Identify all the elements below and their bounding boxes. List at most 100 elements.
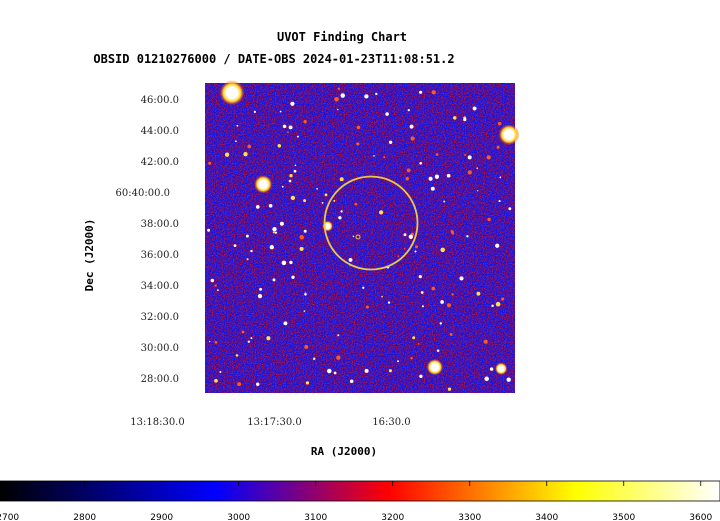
faint-star [443, 200, 446, 203]
y-tick-label: 28:00.0 [141, 374, 179, 385]
y-tick-label: 36:00.0 [141, 250, 179, 261]
faint-star [383, 156, 386, 159]
colorbar-tick-label: 3600 [689, 513, 712, 521]
faint-star [247, 144, 252, 149]
chart-subtitle: OBSID 01210276000 / DATE-OBS 2024-01-23T… [93, 52, 454, 66]
faint-star [451, 293, 454, 296]
faint-star [334, 97, 339, 102]
faint-star [373, 155, 375, 157]
faint-star [414, 250, 417, 253]
faint-star [476, 167, 478, 169]
faint-star [388, 140, 393, 145]
faint-star [337, 108, 339, 111]
faint-star [233, 244, 237, 248]
bright-star [494, 362, 508, 376]
faint-star [210, 278, 215, 283]
faint-star [324, 193, 328, 197]
faint-star [235, 354, 239, 357]
y-axis-title: Dec (J2000) [83, 219, 96, 292]
faint-star [447, 387, 452, 391]
faint-star [279, 110, 282, 113]
faint-star [207, 228, 211, 232]
faint-star [435, 153, 439, 156]
faint-star [419, 90, 423, 94]
faint-star [495, 243, 500, 248]
faint-star [388, 369, 392, 373]
faint-star [316, 187, 318, 190]
faint-star [208, 340, 211, 343]
faint-star [237, 382, 242, 387]
faint-star [464, 153, 467, 156]
faint-star [499, 176, 502, 179]
y-tick-label: 34:00.0 [141, 281, 179, 292]
faint-star [439, 322, 443, 325]
faint-star [303, 199, 307, 203]
faint-star [241, 330, 245, 334]
faint-star [495, 301, 501, 307]
faint-star [501, 297, 505, 301]
colorbar-ticks: 2700 2800 2900 3000 3100 3200 3300 3400 3500 3600 [0, 481, 712, 521]
colorbar-tick-label: 3400 [535, 513, 558, 521]
y-tick-label: 42:00.0 [141, 157, 179, 168]
faint-star [409, 124, 414, 129]
faint-star [214, 284, 217, 287]
x-axis-title: RA (J2000) [311, 445, 377, 458]
bright-star [219, 80, 245, 106]
faint-star [446, 303, 452, 308]
faint-star [467, 170, 472, 175]
faint-star [283, 321, 288, 326]
faint-star [406, 168, 411, 173]
x-axis-ticks: 13:18:30.0 13:17:30.0 16:30.0 [130, 417, 410, 428]
faint-star [440, 247, 445, 253]
y-tick-label: 32:00.0 [141, 312, 179, 323]
faint-star [272, 231, 275, 234]
faint-star [410, 357, 413, 360]
faint-star [269, 245, 274, 250]
faint-star [219, 371, 222, 373]
faint-star [321, 202, 324, 204]
x-tick-label: 13:18:30.0 [130, 417, 184, 428]
colorbar: 2700 2800 2900 3000 3100 3200 3300 3400 3500 3600 [0, 480, 720, 521]
sky-image [205, 80, 520, 393]
faint-star [496, 145, 500, 149]
faint-star [405, 176, 409, 181]
faint-star [491, 304, 494, 308]
faint-star [288, 179, 292, 183]
faint-star [312, 357, 316, 360]
faint-star [436, 349, 440, 352]
faint-star [476, 291, 481, 296]
faint-star [463, 117, 467, 122]
faint-star [250, 337, 253, 340]
colorbar-tick-label: 2900 [150, 513, 173, 521]
faint-star [397, 255, 400, 258]
faint-star [484, 376, 489, 382]
faint-star [476, 190, 479, 192]
faint-star [364, 94, 369, 99]
faint-star [288, 125, 293, 130]
faint-star [407, 108, 410, 112]
faint-star [253, 110, 256, 113]
faint-star [365, 305, 369, 309]
faint-star [466, 235, 469, 238]
faint-star [381, 295, 383, 298]
faint-star [449, 332, 453, 336]
faint-star [281, 260, 287, 266]
faint-star [430, 186, 435, 191]
y-axis-ticks: 46:00.0 44:00.0 42:00.0 60:40:00.0 38:00.0 36… [116, 95, 179, 385]
faint-star [486, 155, 491, 160]
faint-star [459, 276, 464, 281]
faint-star [282, 124, 287, 129]
colorbar-tick-label: 3300 [458, 513, 481, 521]
faint-star [378, 210, 384, 215]
faint-star [268, 203, 273, 208]
faint-star [293, 169, 297, 173]
y-tick-label: 60:40:00.0 [116, 188, 170, 199]
faint-star [289, 174, 293, 178]
faint-star [259, 287, 263, 291]
faint-star [304, 293, 307, 296]
faint-star [356, 142, 360, 146]
faint-star [453, 116, 457, 120]
faint-star [208, 161, 212, 165]
faint-star [497, 121, 502, 126]
faint-star [289, 260, 293, 265]
